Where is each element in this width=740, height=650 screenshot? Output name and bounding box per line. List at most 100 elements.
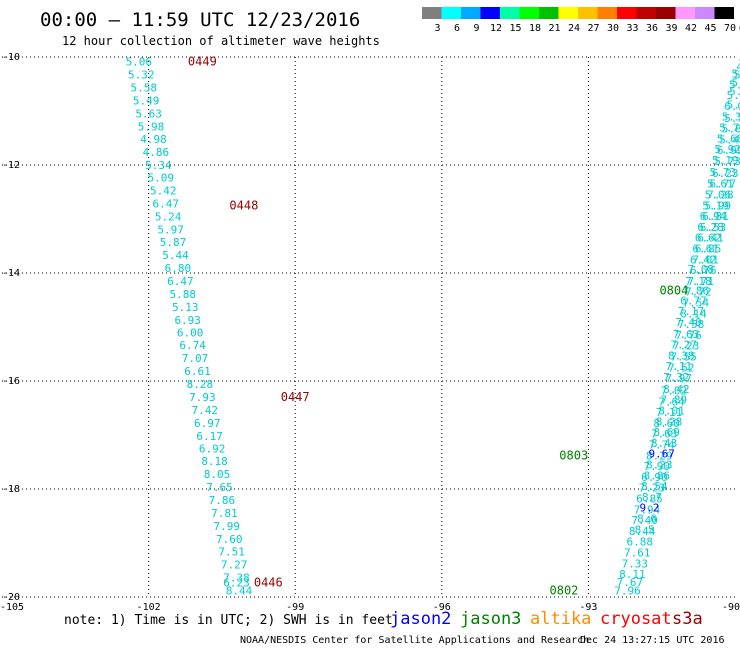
- scale-swatch: [636, 7, 656, 19]
- wave-height-label: 7.58: [678, 318, 705, 331]
- footer-note: note: 1) Time is in UTC; 2) SWH is in fe…: [64, 613, 393, 628]
- wave-height-label: 7.63: [651, 428, 678, 441]
- wave-height-label: 6.62: [695, 232, 722, 245]
- wave-height-label: 7.51: [218, 545, 245, 558]
- wave-height-label: 5.73: [710, 166, 737, 179]
- wave-height-label: 7.74: [648, 439, 675, 452]
- plot-area: 5.065.325.585.495.635.984.984.865.345.09…: [0, 52, 740, 613]
- scale-swatch: [422, 7, 442, 19]
- wave-height-label: 5.73: [714, 155, 740, 168]
- wave-height-label: 6.28: [697, 221, 724, 234]
- wave-height-label: 8.5: [635, 523, 655, 536]
- wave-height-label: 7.28: [707, 188, 734, 201]
- wave-height-label: 6.00: [177, 327, 204, 340]
- wave-height-label: 5.68: [717, 132, 740, 145]
- scale-label: 36: [646, 23, 658, 34]
- x-tick-label: -105: [0, 602, 24, 613]
- scale-label: 18: [529, 23, 541, 34]
- wave-height-label: 7.38: [223, 571, 250, 584]
- pass-time-label: 0802: [550, 583, 579, 597]
- wave-height-label: 6.23: [712, 167, 739, 180]
- wave-height-label: 7.76: [675, 329, 702, 342]
- wave-height-label: 5.45: [727, 89, 740, 102]
- footer-timestamp: Dec 24 13:27:15 UTC 2016: [580, 635, 725, 646]
- wave-height-label: 8.28: [656, 415, 683, 428]
- wave-height-label: 6.77: [710, 178, 737, 191]
- scale-swatch: [578, 7, 598, 19]
- wave-height-label: 8.43: [651, 437, 678, 450]
- scale-label: (ft): [737, 23, 740, 34]
- wave-height-label: 6.94: [700, 210, 727, 223]
- wave-height-label: 5.19: [712, 154, 739, 167]
- wave-height-label: 7.40: [631, 514, 658, 527]
- y-tick-label: -18: [2, 484, 20, 495]
- wave-height-label: 5.99: [705, 199, 732, 212]
- wave-height-label: 6.41: [697, 232, 724, 245]
- wave-height-label: 5.76: [724, 112, 740, 125]
- scale-label: 6: [454, 23, 460, 34]
- wave-height-label: 7.71: [688, 275, 715, 288]
- wave-height-label: 8.42: [663, 383, 690, 396]
- wave-height-label: 5.24: [155, 211, 182, 224]
- wave-height-label: 9.2: [640, 502, 660, 515]
- page-subtitle: 12 hour collection of altimeter wave hei…: [62, 34, 380, 48]
- wave-height-label: 7.65: [206, 481, 233, 494]
- wave-height-label: 7.27: [670, 339, 697, 352]
- wave-height-label: 5.20: [732, 77, 740, 90]
- wave-height-label: 6.77: [680, 294, 707, 307]
- wave-height-label: 8.14: [680, 307, 707, 320]
- pass-time-label: 0803: [559, 448, 588, 462]
- x-tick-label: -96: [433, 602, 451, 613]
- wave-height-label: 6.93: [174, 314, 201, 327]
- pass-time-label: 0447: [281, 390, 310, 404]
- wave-height-label: 6.90: [641, 471, 668, 484]
- wave-height-label: 7.23: [673, 340, 700, 353]
- satellite-legend: jason2 jason3 altika cryosat s3a: [390, 609, 703, 629]
- wave-height-label: 5.42: [150, 185, 177, 198]
- wave-height-label: 8.23: [646, 458, 673, 471]
- wave-height-label: 4.84: [739, 52, 740, 65]
- wave-height-label: 7.97: [666, 372, 693, 385]
- wave-height-label: 5.37: [734, 69, 740, 82]
- wave-height-label: 7.23: [639, 482, 666, 495]
- wave-height-label: 7.89: [661, 394, 688, 407]
- wave-height-label: 7.67: [617, 576, 644, 589]
- wave-height-label: 8.18: [201, 455, 228, 468]
- wave-height-label: 6.81: [702, 210, 729, 223]
- scale-swatch: [441, 7, 461, 19]
- wave-height-label: 7.55: [670, 350, 697, 363]
- wave-height-label: 5.34: [145, 159, 172, 172]
- wave-height-label: 5.87: [160, 236, 187, 249]
- scale-label: 30: [607, 23, 619, 34]
- scale-label: 39: [665, 23, 677, 34]
- scale-label: 12: [490, 23, 502, 34]
- scale-label: 21: [548, 23, 560, 34]
- scale-label: 27: [587, 23, 599, 34]
- wave-height-label: 5.58: [130, 82, 157, 95]
- wave-height-label: 5.88: [170, 288, 197, 301]
- wave-height-label: 7.33: [622, 557, 649, 570]
- wave-height-label: 8.54: [641, 480, 668, 493]
- satellite-s3a: s3a: [672, 609, 703, 629]
- wave-height-label: 7.40: [675, 316, 702, 329]
- wave-height-label: 7.63: [673, 328, 700, 341]
- scale-swatch: [714, 7, 734, 19]
- wave-height-label: 6.09: [724, 100, 740, 113]
- wave-height-label: 8.29: [646, 449, 673, 462]
- wave-height-label: 5.76: [719, 122, 740, 135]
- wave-height-label: 4.98: [140, 133, 167, 146]
- wave-height-label: 5.13: [172, 301, 199, 314]
- scale-swatch: [480, 7, 500, 19]
- scale-swatch: [519, 7, 539, 19]
- wave-height-label: 7.64: [658, 395, 685, 408]
- wave-height-label: 5.98: [138, 120, 165, 133]
- wave-height-label: 8.69: [653, 426, 680, 439]
- satellite-cryosat: cryosat: [600, 609, 672, 629]
- wave-height-label: 7.18: [685, 275, 712, 288]
- wave-height-label: 5.06: [705, 188, 732, 201]
- wave-height-label: 6.47: [167, 275, 194, 288]
- wave-height-label: 5.92: [714, 143, 740, 156]
- wave-height-label: 7.01: [692, 253, 719, 266]
- wave-height-label: 8.28: [187, 378, 214, 391]
